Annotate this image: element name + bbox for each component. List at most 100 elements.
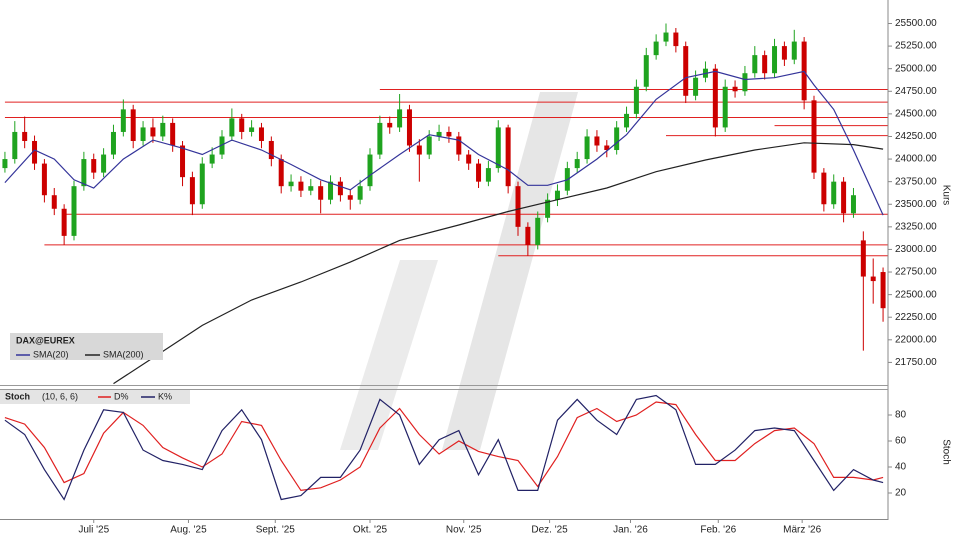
- candle-body: [762, 55, 768, 74]
- y-tick-label: 22750.00: [895, 267, 937, 278]
- candle-body: [180, 145, 186, 178]
- candle-body: [249, 127, 255, 132]
- candle-body: [742, 73, 748, 92]
- stoch-line: [4, 394, 884, 501]
- candle-body: [722, 86, 728, 128]
- candle-body: [811, 100, 817, 173]
- candle-body: [12, 131, 18, 160]
- candle-body: [643, 55, 649, 87]
- candle-body: [584, 136, 590, 160]
- candle-body: [239, 118, 245, 132]
- y-tick-label: 80: [895, 410, 907, 421]
- y-tick-label: 22500.00: [895, 289, 937, 300]
- candle-body: [81, 159, 87, 187]
- legend-label: D%: [114, 391, 129, 401]
- legend-title: Stoch: [5, 391, 30, 401]
- x-tick-label: Okt. '25: [353, 525, 388, 536]
- candle-body: [130, 109, 136, 141]
- y-tick-label: 60: [895, 436, 907, 447]
- candle-body: [624, 113, 630, 128]
- legend-label: K%: [158, 391, 172, 401]
- x-tick-label: Juli '25: [78, 525, 109, 536]
- x-tick-label: Nov. '25: [446, 525, 482, 536]
- candle-body: [288, 181, 294, 187]
- candle-body: [732, 86, 738, 92]
- candle-body: [347, 195, 353, 200]
- y-axis-label: Kurs: [940, 185, 951, 206]
- candle-body: [209, 154, 215, 164]
- sma-line: [113, 142, 884, 385]
- candle-body: [525, 226, 531, 245]
- candle-body: [426, 136, 432, 155]
- candle-body: [880, 272, 886, 309]
- legend-params: (10, 6, 6): [42, 391, 78, 401]
- candle-body: [476, 163, 482, 182]
- candle-body: [416, 145, 422, 155]
- candle-body: [653, 41, 659, 56]
- x-tick-label: Aug. '25: [170, 525, 207, 536]
- candle-body: [91, 159, 97, 173]
- candle-body: [387, 122, 393, 128]
- y-tick-label: 22250.00: [895, 312, 937, 323]
- candle-body: [32, 140, 38, 164]
- stoch-line: [4, 401, 884, 492]
- candle-body: [554, 190, 560, 200]
- candle-body: [841, 181, 847, 214]
- candle-body: [71, 186, 77, 236]
- candle-body: [160, 122, 166, 137]
- y-tick-label: 23250.00: [895, 221, 937, 232]
- candle-body: [328, 181, 334, 200]
- candle-body: [258, 127, 264, 141]
- y-tick-label: 24750.00: [895, 86, 937, 97]
- candle-body: [821, 172, 827, 205]
- candle-body: [298, 181, 304, 191]
- candle-body: [466, 154, 472, 164]
- candle-body: [189, 177, 195, 205]
- candle-body: [781, 46, 787, 60]
- y-tick-label: 22000.00: [895, 334, 937, 345]
- candle-body: [377, 122, 383, 155]
- candle-body: [495, 127, 501, 169]
- candle-body: [278, 159, 284, 187]
- candle-body: [772, 46, 778, 74]
- candle-body: [545, 199, 551, 218]
- y-axis-label: Stoch: [940, 439, 951, 465]
- candle-body: [693, 77, 699, 96]
- candle-body: [673, 32, 679, 47]
- candle-body: [199, 163, 205, 205]
- y-tick-label: 23000.00: [895, 244, 937, 255]
- candle-body: [604, 145, 610, 151]
- candle-body: [308, 186, 314, 191]
- y-tick-label: 25250.00: [895, 41, 937, 52]
- plot-layer: 21750.00 22000.00 22250.00 22500.00 22750.00…: [2, 18, 937, 536]
- x-tick-label: Sept. '25: [256, 525, 296, 536]
- candle-body: [367, 154, 373, 187]
- y-tick-label: 24500.00: [895, 109, 937, 120]
- candle-body: [791, 41, 797, 60]
- candle-body: [633, 86, 639, 114]
- legend-title: DAX@EUREX: [16, 335, 75, 345]
- sma-line: [4, 70, 884, 216]
- candle-body: [110, 131, 116, 155]
- candle-body: [505, 127, 511, 187]
- candle-body: [456, 136, 462, 155]
- y-tick-label: 24000.00: [895, 154, 937, 165]
- candle-body: [594, 136, 600, 146]
- candle-body: [860, 240, 866, 277]
- watermark: [340, 92, 578, 450]
- candle-body: [337, 181, 343, 196]
- candle-body: [663, 32, 669, 42]
- candle-body: [41, 163, 47, 196]
- x-tick-label: Feb. '26: [700, 525, 736, 536]
- candle-body: [683, 46, 689, 96]
- candle-body: [268, 140, 274, 160]
- candle-body: [831, 181, 837, 205]
- candle-body: [150, 127, 156, 137]
- legend-box: [0, 390, 190, 404]
- candle-body: [101, 154, 107, 173]
- candle-body: [170, 122, 176, 146]
- candle-body: [22, 131, 28, 141]
- candle-body: [229, 118, 235, 137]
